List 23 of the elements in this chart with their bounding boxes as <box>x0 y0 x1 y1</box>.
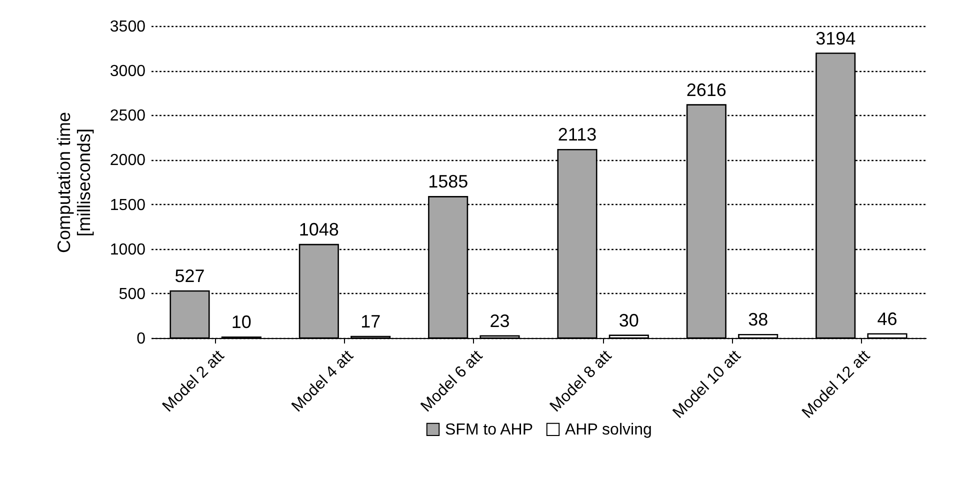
data-label: 1585 <box>428 172 468 192</box>
y-tick-label: 1000 <box>110 241 146 258</box>
data-label: 2616 <box>686 80 726 100</box>
y-tick-label: 1500 <box>110 196 146 214</box>
data-label: 1048 <box>298 220 339 240</box>
y-tick-label: 2500 <box>110 108 146 125</box>
y-tick-label: 3000 <box>110 63 146 80</box>
data-label: 30 <box>618 310 639 330</box>
legend-label: SFM to AHP <box>445 421 534 438</box>
y-tick-label: 2000 <box>110 152 146 170</box>
y-axis-title: Computation time [milliseconds] <box>54 112 94 254</box>
data-label: 46 <box>877 308 898 329</box>
data-label: 10 <box>231 312 252 332</box>
data-label: 38 <box>748 310 768 330</box>
y-tick-label: 500 <box>118 286 146 303</box>
data-label: 3194 <box>816 28 856 48</box>
y-tick-label: 3500 <box>110 18 146 36</box>
data-label: 17 <box>360 311 381 332</box>
data-label: 2113 <box>558 124 597 145</box>
legend-label: AHP solving <box>565 421 652 438</box>
data-label: 23 <box>490 310 510 331</box>
y-tick-label: 0 <box>136 330 146 348</box>
data-label: 527 <box>174 266 205 286</box>
